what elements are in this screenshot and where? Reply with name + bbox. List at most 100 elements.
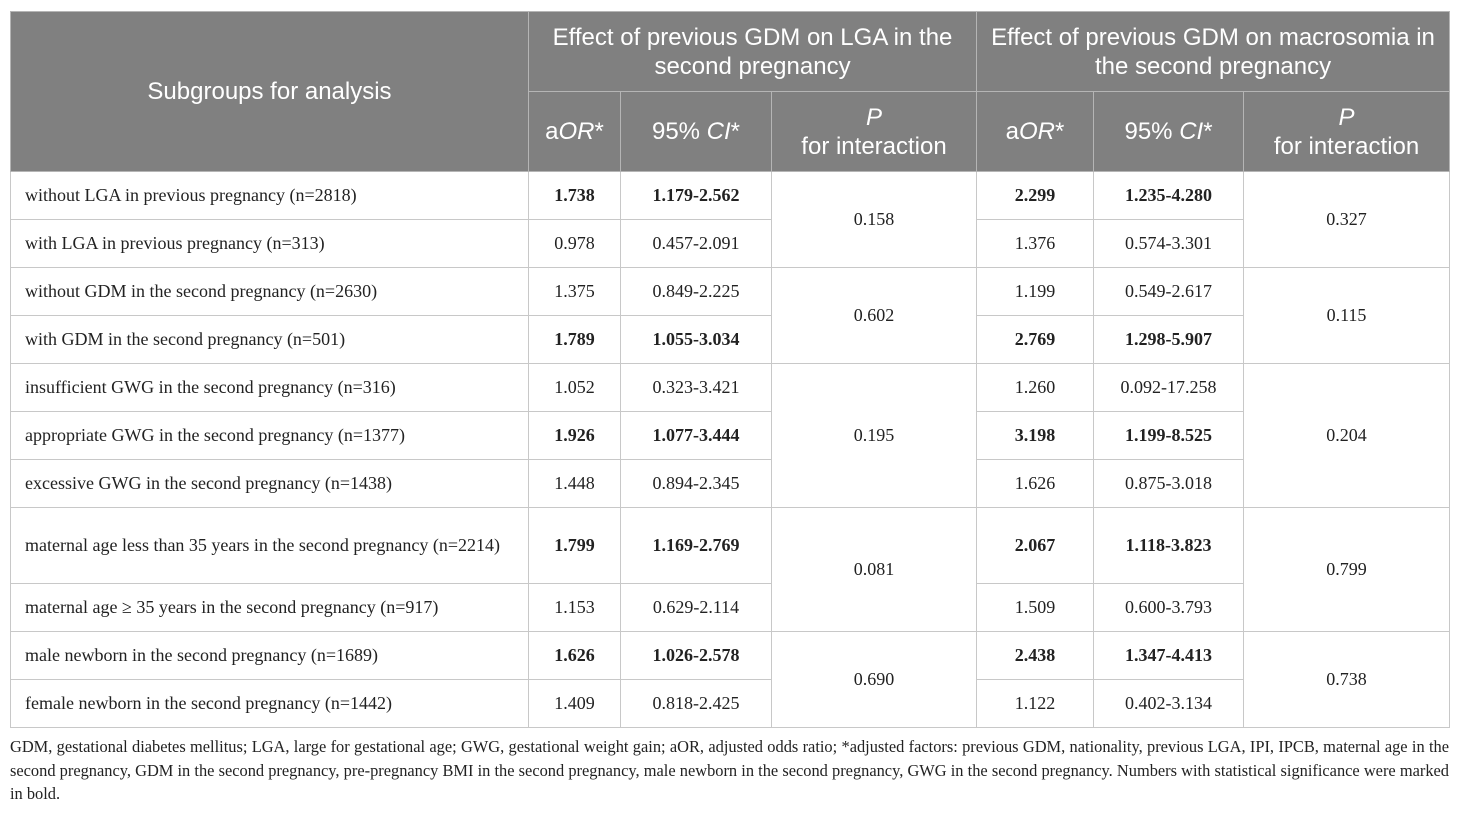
table-row: without GDM in the second pregnancy (n=2…	[10, 267, 1451, 364]
macro-aor: 1.626	[976, 459, 1095, 508]
macro-ci: 0.574-3.301	[1093, 219, 1245, 268]
macro-aor: 3.198	[976, 411, 1095, 460]
row-label: male newborn in the second pregnancy (n=…	[10, 631, 529, 680]
macro-aor: 1.122	[976, 679, 1095, 728]
row-label: with LGA in previous pregnancy (n=313)	[10, 219, 529, 268]
macro-ci: 1.118-3.823	[1093, 507, 1245, 584]
lga-p-interaction: 0.081	[770, 507, 978, 632]
lga-ci: 0.323-3.421	[620, 363, 772, 412]
lga-aor: 1.448	[528, 459, 621, 508]
table-row: maternal age less than 35 years in the s…	[10, 507, 1451, 632]
lga-aor: 1.052	[528, 363, 621, 412]
macro-aor: 2.438	[976, 631, 1095, 680]
table-row: without LGA in previous pregnancy (n=281…	[10, 171, 1451, 268]
lga-p-interaction: 0.690	[770, 631, 978, 728]
table-row: maternal age ≥ 35 years in the second pr…	[10, 583, 1450, 632]
table-row: appropriate GWG in the second pregnancy …	[10, 411, 1450, 460]
table-row: insufficient GWG in the second pregnancy…	[10, 363, 1451, 508]
header-macro-ci: 95% CI*	[1093, 91, 1245, 172]
row-label: with GDM in the second pregnancy (n=501)	[10, 315, 529, 364]
macro-ci: 1.298-5.907	[1093, 315, 1245, 364]
row-label: excessive GWG in the second pregnancy (n…	[10, 459, 529, 508]
macro-ci: 0.402-3.134	[1093, 679, 1245, 728]
aor-prefix: a	[1005, 118, 1020, 145]
aor-italic: OR	[558, 118, 595, 145]
lga-aor: 1.375	[528, 267, 621, 316]
macro-ci: 0.092-17.258	[1093, 363, 1245, 412]
macro-ci: 0.875-3.018	[1093, 459, 1245, 508]
table-row: male newborn in the second pregnancy (n=…	[10, 631, 1451, 728]
macro-aor: 1.199	[976, 267, 1095, 316]
macro-ci: 1.347-4.413	[1093, 631, 1245, 680]
aor-italic: OR	[1019, 118, 1056, 145]
header-macro-aor: aOR*	[976, 91, 1095, 172]
lga-aor: 1.799	[528, 507, 621, 584]
lga-aor: 1.409	[528, 679, 621, 728]
lga-aor: 1.789	[528, 315, 621, 364]
row-label: female newborn in the second pregnancy (…	[10, 679, 529, 728]
aor-suffix: *	[1055, 118, 1065, 145]
lga-ci: 0.849-2.225	[620, 267, 772, 316]
table-body: without LGA in previous pregnancy (n=281…	[10, 171, 1451, 728]
macro-aor: 2.067	[976, 507, 1095, 584]
subgroup-analysis-table: Subgroups for analysis Effect of previou…	[10, 11, 1451, 728]
row-label: appropriate GWG in the second pregnancy …	[10, 411, 529, 460]
macro-ci: 1.235-4.280	[1093, 171, 1245, 220]
p-italic: P	[1338, 103, 1355, 131]
p-italic: P	[866, 103, 883, 131]
macro-aor: 1.376	[976, 219, 1095, 268]
lga-ci: 1.077-3.444	[620, 411, 772, 460]
macro-p-interaction: 0.799	[1243, 507, 1451, 632]
table-row: with LGA in previous pregnancy (n=313) 0…	[10, 219, 1450, 268]
lga-p-interaction: 0.602	[770, 267, 978, 364]
macro-p-interaction: 0.327	[1243, 171, 1451, 268]
header-group-macrosomia: Effect of previous GDM on macrosomia in …	[976, 11, 1451, 92]
lga-p-interaction: 0.195	[770, 363, 978, 508]
table-row: with GDM in the second pregnancy (n=501)…	[10, 315, 1450, 364]
table-header: Subgroups for analysis Effect of previou…	[10, 11, 1451, 172]
lga-ci: 0.457-2.091	[620, 219, 772, 268]
row-label: maternal age less than 35 years in the s…	[10, 507, 529, 584]
row-label: without GDM in the second pregnancy (n=2…	[10, 267, 529, 316]
ci-suffix: *	[1203, 118, 1213, 145]
lga-ci: 0.629-2.114	[620, 583, 772, 632]
macro-ci: 0.600-3.793	[1093, 583, 1245, 632]
lga-aor: 0.978	[528, 219, 621, 268]
table-container: Subgroups for analysis Effect of previou…	[10, 11, 1451, 728]
ci-prefix: 95%	[651, 118, 707, 145]
header-lga-ci: 95% CI*	[620, 91, 772, 172]
lga-aor: 1.738	[528, 171, 621, 220]
macro-p-interaction: 0.115	[1243, 267, 1451, 364]
p-suffix: for interaction	[1273, 132, 1420, 160]
lga-p-interaction: 0.158	[770, 171, 978, 268]
p-suffix: for interaction	[801, 132, 947, 160]
lga-ci: 1.179-2.562	[620, 171, 772, 220]
lga-aor: 1.626	[528, 631, 621, 680]
aor-prefix: a	[545, 118, 559, 145]
macro-aor: 2.769	[976, 315, 1095, 364]
macro-p-interaction: 0.204	[1243, 363, 1451, 508]
table-footnote: GDM, gestational diabetes mellitus; LGA,…	[10, 737, 1449, 803]
ci-italic: CI	[706, 118, 731, 145]
macro-p-interaction: 0.738	[1243, 631, 1451, 728]
lga-ci: 0.894-2.345	[620, 459, 772, 508]
table-row: female newborn in the second pregnancy (…	[10, 679, 1450, 728]
row-label: insufficient GWG in the second pregnancy…	[10, 363, 529, 412]
macro-aor: 1.509	[976, 583, 1095, 632]
macro-ci: 1.199-8.525	[1093, 411, 1245, 460]
lga-ci: 1.026-2.578	[620, 631, 772, 680]
ci-suffix: *	[730, 118, 741, 145]
lga-ci: 1.169-2.769	[620, 507, 772, 584]
table-row: excessive GWG in the second pregnancy (n…	[10, 459, 1450, 508]
aor-suffix: *	[594, 118, 604, 145]
macro-ci: 0.549-2.617	[1093, 267, 1245, 316]
row-label: maternal age ≥ 35 years in the second pr…	[10, 583, 529, 632]
ci-prefix: 95%	[1124, 118, 1180, 145]
lga-aor: 1.153	[528, 583, 621, 632]
header-lga-aor: aOR*	[528, 91, 621, 172]
row-label: without LGA in previous pregnancy (n=281…	[10, 171, 529, 220]
lga-aor: 1.926	[528, 411, 621, 460]
header-subgroups: Subgroups for analysis	[10, 11, 529, 172]
macro-aor: 2.299	[976, 171, 1095, 220]
